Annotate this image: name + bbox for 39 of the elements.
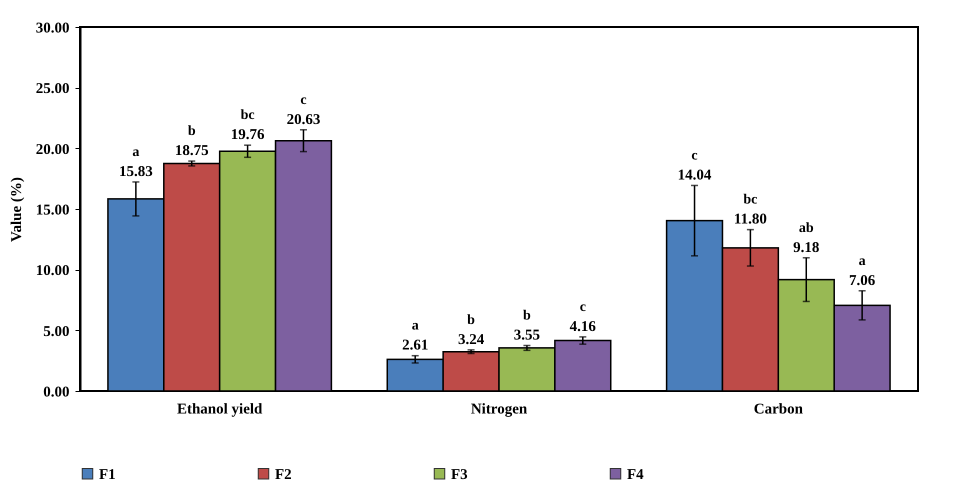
y-tick-label: 5.00 — [43, 324, 70, 340]
x-tick-label: Ethanol yield — [176, 402, 264, 418]
legend-label: F3 — [451, 466, 468, 483]
legend-label: F2 — [275, 466, 292, 483]
y-tick-label: 30.00 — [36, 20, 70, 36]
data-label: 2.61 — [402, 338, 428, 354]
y-tick-label: 0.00 — [43, 384, 70, 400]
annotation: a — [858, 254, 866, 269]
data-label: 14.04 — [678, 167, 712, 184]
data-label: 15.83 — [118, 164, 153, 180]
y-axis-title: Value (%) — [8, 177, 25, 242]
data-label: 3.55 — [514, 328, 540, 344]
data-label: 9.18 — [793, 240, 820, 256]
y-tick-label: 10.00 — [36, 263, 70, 280]
x-tick-label: Nitrogen — [470, 402, 528, 418]
data-label: 3.24 — [458, 332, 485, 348]
annotation: a — [412, 318, 419, 334]
data-label: 20.63 — [286, 112, 320, 128]
annotation: c — [300, 92, 307, 108]
legend-label: F4 — [627, 466, 644, 483]
y-tick-label: 25.00 — [36, 81, 70, 98]
data-label: 18.75 — [174, 143, 209, 160]
annotation: b — [188, 124, 196, 140]
y-tick-label: 15.00 — [36, 202, 70, 218]
annotation: a — [132, 144, 140, 160]
data-label: 11.80 — [734, 212, 767, 228]
annotation: c — [691, 148, 698, 164]
annotation: b — [523, 308, 532, 324]
data-label: 7.06 — [849, 272, 876, 289]
annotation: c — [580, 300, 586, 315]
annotation: ab — [798, 220, 814, 236]
data-label: 4.16 — [570, 318, 596, 335]
annotation: bc — [240, 108, 255, 124]
data-label: 19.76 — [230, 127, 265, 144]
annotation: b — [467, 312, 476, 328]
annotation: bc — [743, 192, 758, 208]
y-tick-label: 20.00 — [36, 142, 70, 158]
legend-label: F1 — [99, 466, 116, 483]
x-tick-label: Carbon — [754, 402, 804, 418]
